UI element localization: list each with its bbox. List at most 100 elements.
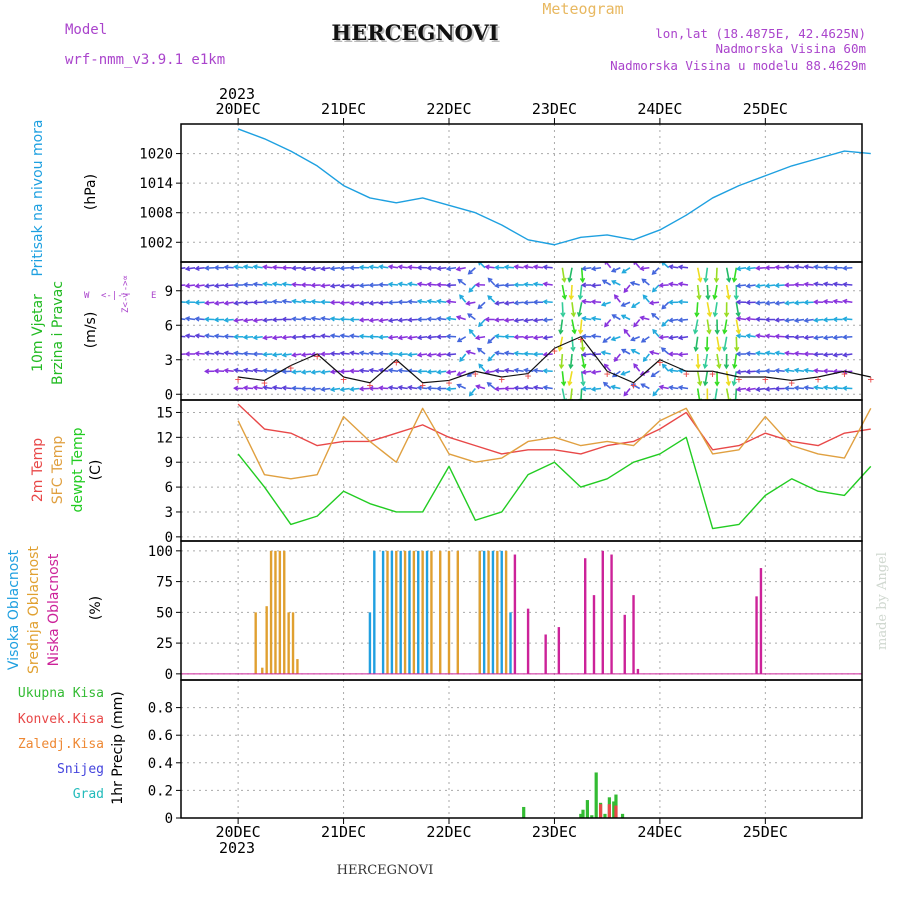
wind-arrow <box>706 302 711 317</box>
wind-arrow <box>678 353 689 356</box>
wind-arrow <box>437 353 447 356</box>
wind-arrow <box>495 318 505 321</box>
wind-arrow-head <box>426 352 432 358</box>
wind-arrow <box>321 334 331 338</box>
wind-arrow <box>601 301 611 306</box>
wind-arrow-head <box>513 334 519 340</box>
footer-title: HERCEGNOVI <box>337 863 434 878</box>
wind-arrow <box>186 266 196 270</box>
wind-arrow-head <box>358 317 364 323</box>
wind-arrow-head <box>793 367 800 373</box>
wind-arrow <box>612 314 621 321</box>
y-tick-label: 1014 <box>139 176 173 192</box>
wind-arrow-head <box>468 328 474 334</box>
wind-arrow <box>611 267 621 273</box>
wind-arrow <box>418 335 428 339</box>
wind-arrow-head <box>300 265 307 272</box>
wind-arrow-head <box>513 282 519 288</box>
model-label: Model <box>65 22 107 38</box>
wind-arrow <box>205 352 215 355</box>
wind-arrow-head <box>387 367 394 374</box>
sfc_temp-line <box>237 407 872 480</box>
high_cloud-bar <box>399 550 402 674</box>
wind-arrow <box>746 317 756 321</box>
wind-arrow-head <box>252 317 258 323</box>
wind-arrow-head <box>378 334 384 340</box>
wind-arrow <box>340 387 350 391</box>
wind-arrow-head <box>204 368 210 374</box>
wind-arrow <box>804 335 814 339</box>
wind-arrow-head <box>704 346 710 353</box>
wind-arrow-head <box>503 333 509 340</box>
wind-arrow-head <box>793 300 799 306</box>
wind-arrow <box>379 386 389 390</box>
wind-arrow <box>244 369 254 373</box>
wind-arrow-head <box>204 316 210 322</box>
wind-arrow-head <box>602 338 608 343</box>
wind-arrow <box>379 265 389 269</box>
wind-arrow <box>746 334 756 338</box>
wind-arrow-head <box>262 384 268 391</box>
wind-arrow-head <box>320 369 326 375</box>
wind-arrow <box>561 267 566 282</box>
wind-arrow <box>623 284 631 293</box>
wind-arrow <box>369 352 379 355</box>
wind-arrow-head <box>610 384 616 390</box>
wind-arrow-head <box>590 386 597 392</box>
wind-arrow-head <box>651 287 657 293</box>
wind-arrow-head <box>252 299 258 306</box>
wind-arrow <box>514 352 524 355</box>
wind-arrow-head <box>436 369 442 375</box>
wind-arrow-head <box>784 300 790 306</box>
wind-arrow-head <box>176 387 180 391</box>
wind-arrow-head <box>445 282 451 288</box>
gust-marker: + <box>657 356 664 369</box>
wind-arrow <box>524 335 534 339</box>
wind-arrow <box>736 266 747 270</box>
conv_precip-bar <box>614 805 618 818</box>
wind-arrow <box>181 335 186 338</box>
pressure-line <box>237 128 871 246</box>
wind-arrow-head <box>176 334 180 338</box>
wind-arrow <box>661 318 670 327</box>
total_precip-bar <box>620 813 625 818</box>
wind-arrow <box>775 301 785 305</box>
wind-arrow-head <box>194 265 200 272</box>
wind-arrow-head <box>604 262 609 265</box>
wind-arrow-head <box>397 368 403 374</box>
wind-arrow-head <box>560 381 567 387</box>
wind-arrow <box>302 317 312 321</box>
wind-arrow-head <box>358 333 364 340</box>
wind-arrow <box>244 283 254 286</box>
wind-arrow-head <box>445 316 452 322</box>
wind-arrow <box>571 302 575 317</box>
wind-arrow-head <box>639 370 646 376</box>
wind-arrow-head <box>697 277 703 283</box>
wind-arrow-head <box>349 386 355 392</box>
wind-arrow-head <box>735 386 742 392</box>
wind-arrow-head <box>590 299 596 305</box>
wind-arrow-head <box>407 264 413 270</box>
day-label-bottom: 22DEC <box>426 823 471 841</box>
wind-arrow <box>427 283 437 286</box>
wind-arrow <box>524 386 534 390</box>
wind-arrow <box>350 351 360 355</box>
wind-arrow-head <box>467 269 473 275</box>
wind-arrow-head <box>233 317 239 323</box>
wind-arrow-head <box>455 266 461 272</box>
wind-arrow <box>659 385 669 390</box>
wind-arrow <box>321 317 331 321</box>
wind-arrow <box>389 369 399 373</box>
wind-arrow-head <box>842 316 848 322</box>
wind-arrow-head <box>714 381 720 387</box>
wind-arrow <box>794 301 805 304</box>
wind-arrow <box>602 279 612 286</box>
wind-arrow <box>794 335 805 339</box>
wind-arrow-head <box>813 384 819 391</box>
wind-arrow-head <box>194 299 200 306</box>
wind-arrow-head <box>494 386 500 392</box>
wind-arrow <box>623 387 631 396</box>
wind-arrow-head <box>692 329 699 335</box>
wind-arrow <box>734 388 738 400</box>
wind-arrow <box>234 301 244 305</box>
